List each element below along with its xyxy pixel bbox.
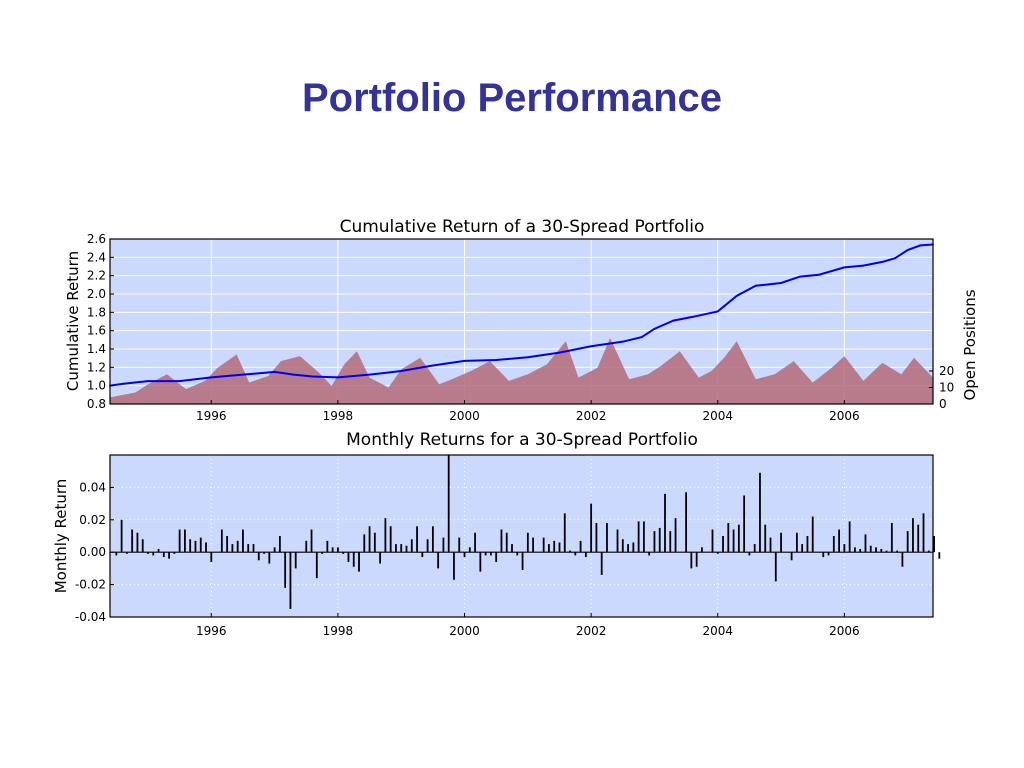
cumulative-return-point <box>735 294 738 297</box>
x-tick-label: 1998 <box>323 409 354 423</box>
cumulative-return-point <box>780 282 782 284</box>
y-tick-label: 1.2 <box>87 360 106 374</box>
x-tick-label: 2006 <box>829 624 860 638</box>
x-tick-label: 2000 <box>449 624 480 638</box>
y-tick-label: 2.6 <box>87 232 106 246</box>
y2-axis-label-open-positions: Open Positions <box>961 289 979 400</box>
y-tick-label: 0.8 <box>87 397 106 411</box>
cumulative-return-point <box>311 375 314 378</box>
x-tick-label: 1998 <box>323 624 354 638</box>
cumulative-return-point <box>242 373 244 376</box>
y-axis-label-cumulative: Cumulative Return <box>64 251 82 391</box>
cumulative-return-point <box>178 380 181 382</box>
y-axis-label-monthly: Monthly Return <box>52 479 70 594</box>
plot-frame-monthly <box>109 454 934 618</box>
y-tick-label: 0.02 <box>79 513 106 527</box>
x-ticks-cumulative: 1996 1998 2000 2002 2004 2006 <box>196 400 860 423</box>
cumulative-return-point <box>463 360 466 362</box>
cumulative-return-point <box>754 284 757 287</box>
y-tick-label: 0.04 <box>79 480 106 494</box>
y-tick-label: 2.0 <box>87 287 106 301</box>
x-tick-label: 2002 <box>576 409 607 423</box>
y2-tick-label: 20 <box>939 364 954 378</box>
cumulative-return-point <box>818 273 820 276</box>
cumulative-return-point <box>400 370 403 372</box>
y-ticks-cumulative: 0.8 1.0 1.2 1.4 1.6 1.8 2.0 2.2 2.4 2.6 <box>87 232 114 411</box>
cumulative-return-point <box>337 376 339 379</box>
y-tick-label: -0.02 <box>75 578 106 592</box>
y-tick-label: -0.04 <box>75 610 106 624</box>
cumulative-return-point <box>590 345 593 348</box>
monthly-return-bars <box>110 455 941 609</box>
open-positions-area-path <box>110 338 933 404</box>
cumulative-return-point <box>640 336 643 338</box>
x-tick-label: 1996 <box>196 409 227 423</box>
x-ticks-monthly: 1996 1998 2000 2002 2004 2006 <box>196 613 860 638</box>
cumulative-return-point <box>919 244 922 247</box>
y-tick-label: 1.0 <box>87 379 106 393</box>
y-tick-label: 2.4 <box>87 250 106 264</box>
chart-title-cumulative: Cumulative Return of a 30-Spread Portfol… <box>340 217 705 237</box>
y-tick-label: 1.8 <box>87 305 106 319</box>
cumulative-return-point <box>862 264 865 267</box>
y-tick-label: 1.6 <box>87 324 106 338</box>
y-tick-label: 1.4 <box>87 342 106 356</box>
y2-tick-label: 0 <box>939 397 947 411</box>
x-tick-label: 2004 <box>702 409 733 423</box>
y-tick-label: 0.00 <box>79 545 106 559</box>
cumulative-return-point <box>431 364 434 367</box>
cumulative-return-point <box>843 266 846 269</box>
y-ticks-monthly: -0.04 -0.02 0.00 0.02 0.04 <box>75 480 114 624</box>
slide-title: Portfolio Performance <box>301 76 723 120</box>
cumulative-return-point <box>906 249 909 251</box>
cumulative-return-point <box>621 340 624 343</box>
cumulative-return-point <box>210 376 213 379</box>
y2-ticks-cumulative: 0 10 20 <box>929 364 954 411</box>
cumulative-return-point <box>653 327 656 330</box>
x-tick-label: 2000 <box>449 409 480 423</box>
y-tick-label: 2.2 <box>87 269 106 283</box>
cumulative-return-point <box>121 382 124 385</box>
plot-area-monthly <box>110 455 933 617</box>
cumulative-return-point <box>894 257 896 260</box>
cumulative-return-point <box>691 316 694 318</box>
cumulative-return-point <box>881 261 884 263</box>
x-tick-label: 1996 <box>196 624 227 638</box>
chart-title-monthly: Monthly Returns for a 30-Spread Portfoli… <box>346 430 698 450</box>
x-tick-label: 2004 <box>702 624 733 638</box>
y2-tick-label: 10 <box>939 381 954 395</box>
cumulative-return-point <box>672 319 675 322</box>
open-positions-area <box>110 338 933 404</box>
cumulative-return-point <box>368 373 371 376</box>
x-tick-label: 2006 <box>829 409 860 423</box>
cumulative-return-point <box>716 310 719 313</box>
x-tick-label: 2002 <box>576 624 607 638</box>
cumulative-return-point <box>273 371 276 373</box>
cumulative-return-point <box>147 380 149 382</box>
cumulative-return-path <box>109 243 934 387</box>
plot-frame-cumulative <box>109 238 934 405</box>
cumulative-return-point <box>799 275 801 278</box>
cumulative-return-point <box>292 373 295 376</box>
cumulative-return-point <box>558 351 561 354</box>
cumulative-return-point <box>495 359 498 361</box>
cumulative-return-point <box>526 356 529 359</box>
